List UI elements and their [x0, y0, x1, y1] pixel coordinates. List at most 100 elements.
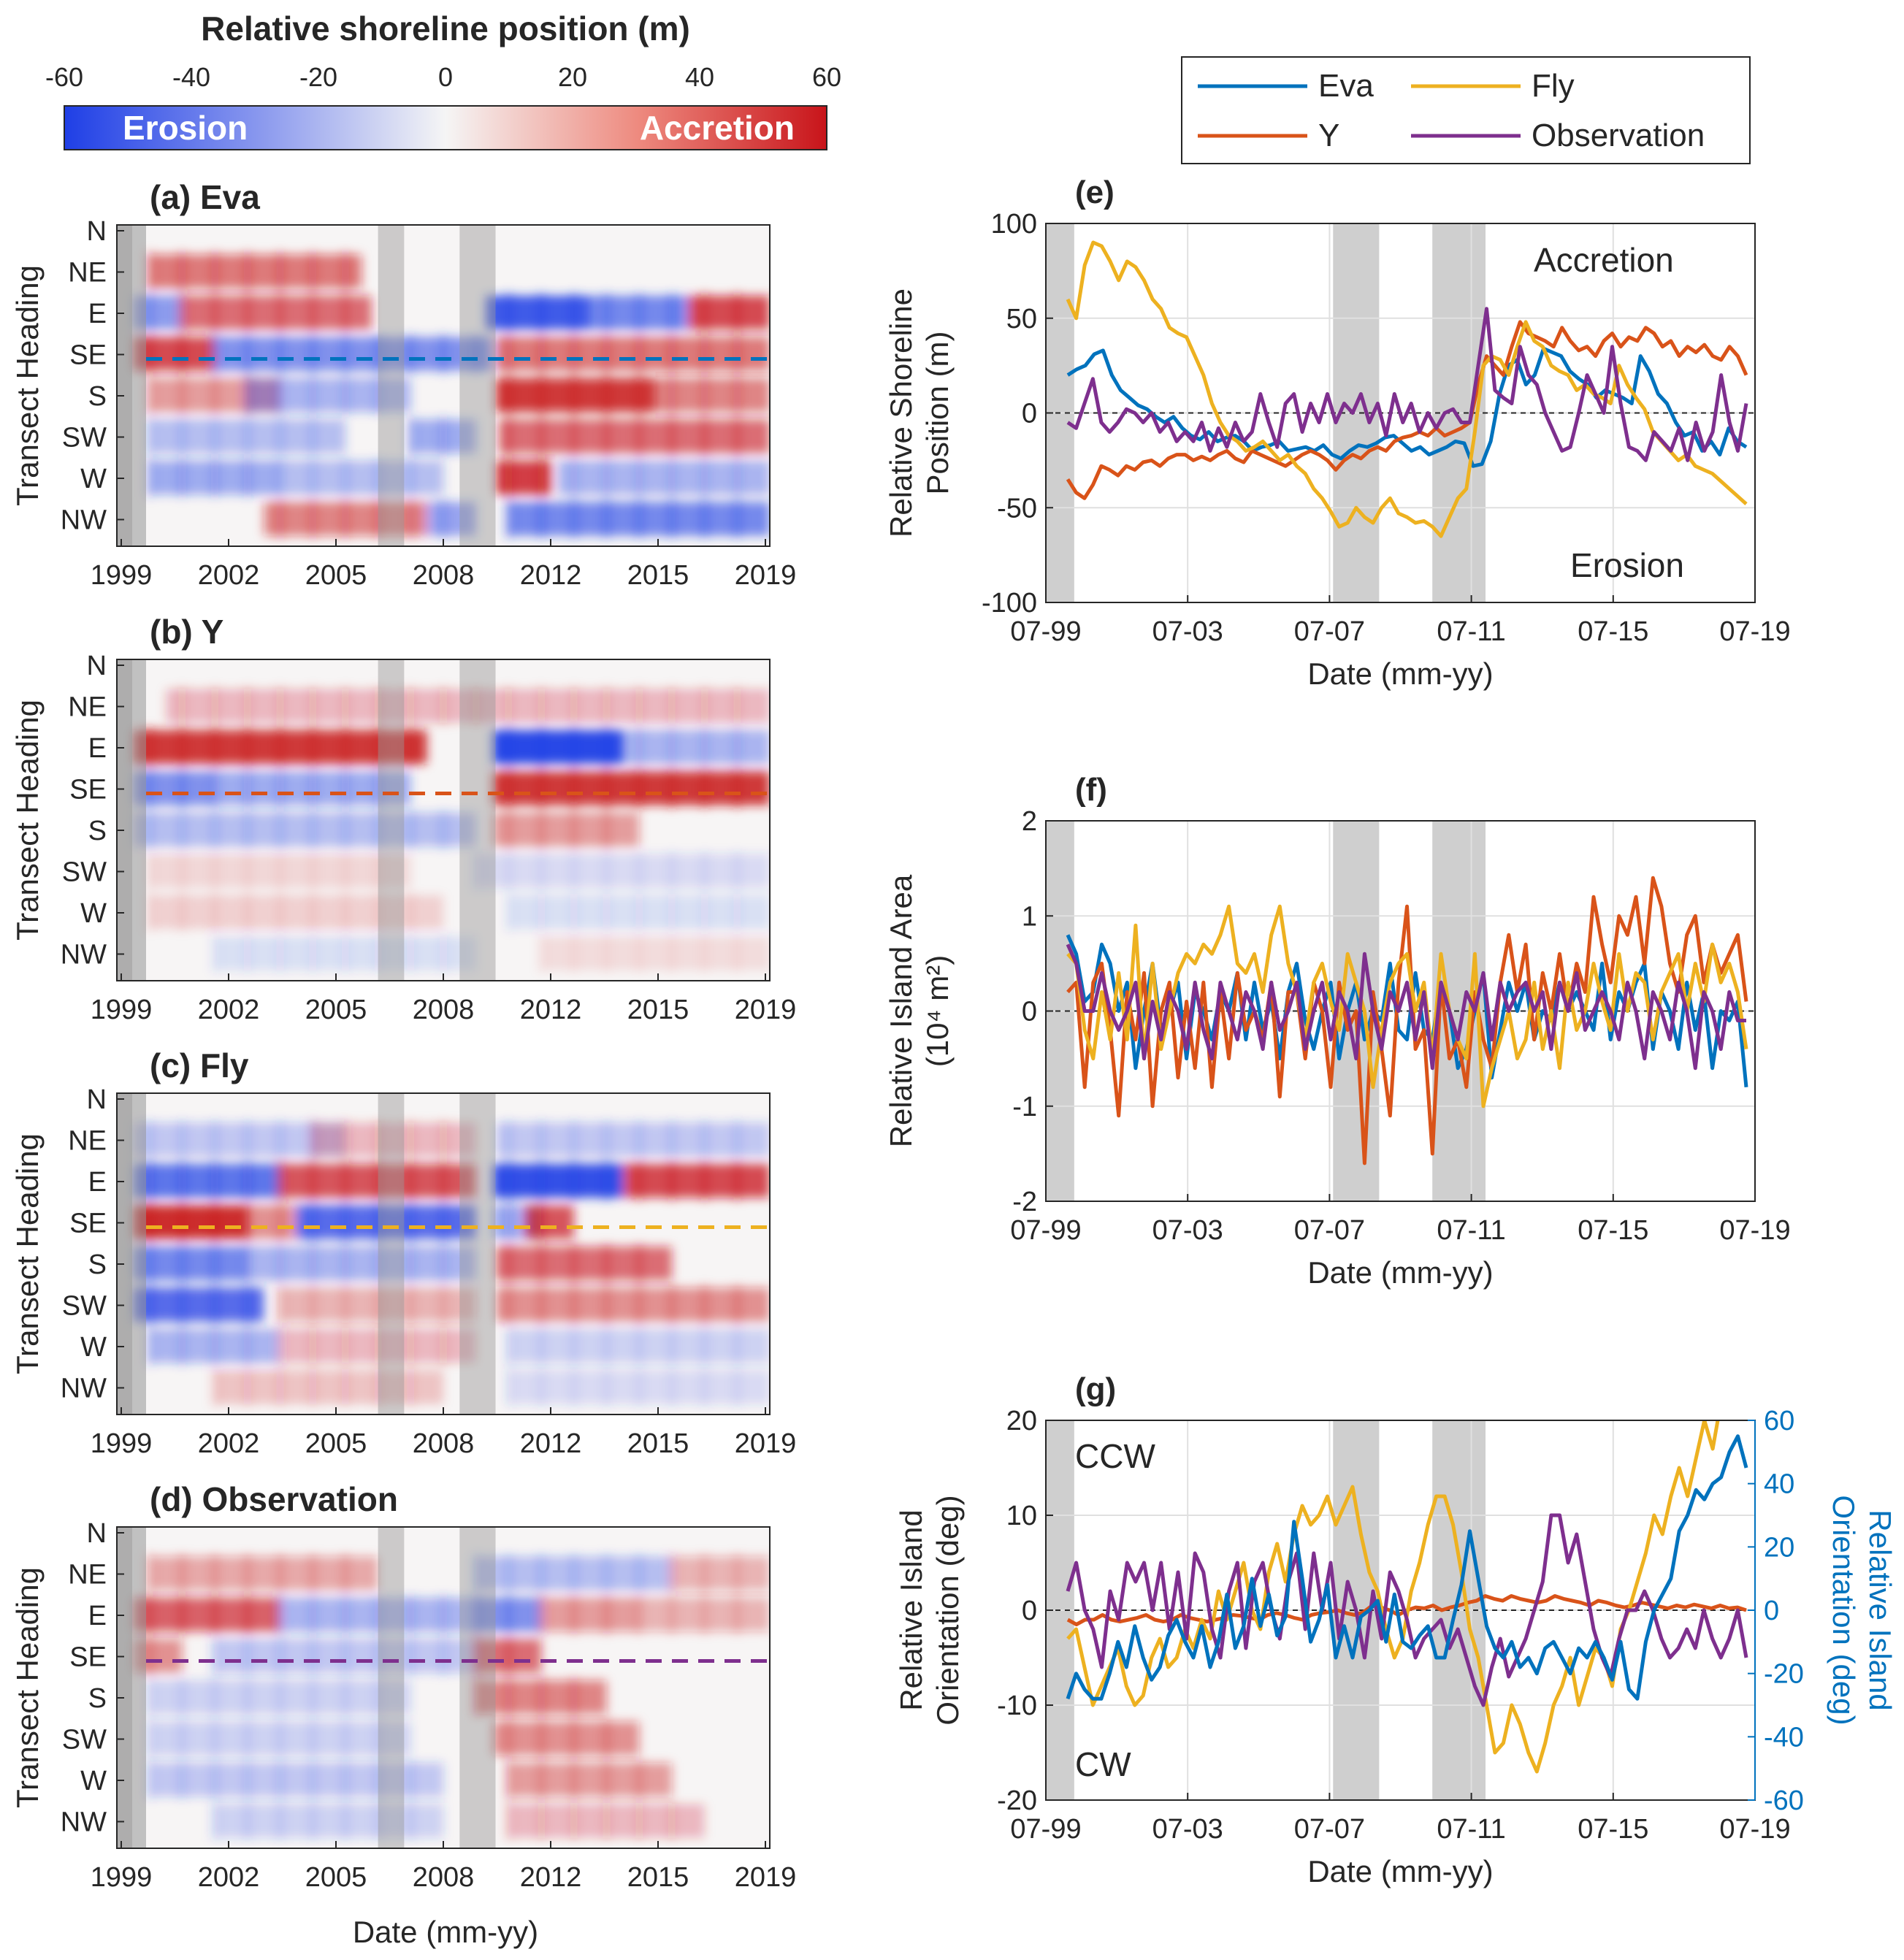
- heatmap-heading-label: SW: [62, 1725, 107, 1756]
- heatmap-cell: [149, 1763, 443, 1796]
- y-tick-label: -50: [997, 493, 1037, 524]
- colorbar: Relative shoreline position (m) -60 -40 -2…: [45, 9, 841, 150]
- heatmap-cell-stripe: [569, 334, 578, 374]
- heatmap-cell-stripe: [439, 810, 448, 849]
- heatmap-cell-stripe: [504, 1595, 513, 1634]
- heatmap-cell-stripe: [242, 1718, 252, 1758]
- heatmap-year-label: 1999: [91, 560, 153, 591]
- heatmap-cell-stripe: [504, 416, 513, 456]
- annotation-accretion: Accretion: [1534, 241, 1674, 279]
- y-axis-label: (10⁴ m²): [920, 955, 955, 1067]
- heatmap-cell-stripe: [602, 416, 611, 456]
- heatmap-cell-stripe: [210, 933, 220, 973]
- heatmap-cell-stripe: [308, 293, 318, 332]
- heatmap-cell-stripe: [145, 1244, 154, 1283]
- heatmap-cell-stripe: [242, 416, 252, 456]
- annotation-cw: CW: [1075, 1745, 1131, 1783]
- heatmap-cell-stripe: [275, 1202, 285, 1242]
- heatmap-cell-stripe: [569, 499, 578, 539]
- heatmap-cell-stripe: [275, 458, 285, 497]
- heatmap-cell: [492, 813, 640, 846]
- heatmap-cell-stripe: [635, 1161, 644, 1201]
- heatmap-cell-stripe: [145, 892, 154, 932]
- y-tick-label: 0: [1022, 997, 1037, 1027]
- y-axis-label: Orientation (deg): [930, 1495, 965, 1725]
- heatmap-cell-stripe: [242, 933, 252, 973]
- x-tick-label: 07-19: [1719, 616, 1790, 647]
- heatmap-cell-stripe: [439, 933, 448, 973]
- heatmap-cell-stripe: [635, 1326, 644, 1366]
- heatmap-cell-stripe: [308, 251, 318, 291]
- heatmap-cell-stripe: [373, 933, 383, 973]
- heatmap-cell-stripe: [145, 1553, 154, 1593]
- heatmap-cell-stripe: [537, 1119, 546, 1160]
- x-tick-label: 07-99: [1010, 1814, 1081, 1845]
- heatmap-cell-stripe: [373, 1367, 383, 1407]
- legend-label-eva: Eva: [1318, 68, 1374, 104]
- heatmap-year-label: 2015: [627, 1862, 689, 1893]
- heatmap-panel-title: (d) Observation: [150, 1480, 398, 1518]
- heatmap-cell-stripe: [733, 375, 742, 415]
- x-axis-label: Date (mm-yy): [1307, 1854, 1493, 1888]
- heatmap-cell-stripe: [504, 1161, 513, 1201]
- heatmap-cell-stripe: [602, 1367, 611, 1407]
- heatmap-cell-stripe: [275, 851, 285, 891]
- heatmap-cell-stripe: [700, 293, 709, 332]
- heatmap-ylabel: Transect Heading: [10, 265, 45, 506]
- heatmap-cell: [133, 1287, 264, 1322]
- heatmap-shaded-period: [117, 225, 146, 546]
- y-right-tick-label: 0: [1764, 1596, 1779, 1626]
- heatmap-cell-stripe: [733, 768, 742, 808]
- heatmap-cell-stripe: [373, 1326, 383, 1366]
- heatmap-year-label: 2015: [627, 1428, 689, 1459]
- heatmap-cell-stripe: [667, 933, 676, 973]
- heatmap-cell-stripe: [210, 375, 220, 415]
- heatmap-cell-stripe: [340, 1760, 350, 1799]
- heatmap-cell-stripe: [537, 1326, 546, 1366]
- heatmap-cell-stripe: [667, 1161, 676, 1201]
- heatmap-cell-stripe: [700, 1119, 709, 1160]
- heatmap-cell: [671, 1556, 770, 1590]
- heatmap-cell-stripe: [635, 375, 644, 415]
- heatmap-cell-stripe: [275, 810, 285, 849]
- heatmap-cell-stripe: [275, 892, 285, 932]
- heatmap-year-label: 1999: [91, 1428, 153, 1459]
- heatmap-cell-stripe: [242, 458, 252, 497]
- heatmap-cell-stripe: [733, 334, 742, 374]
- x-tick-label: 07-99: [1010, 1215, 1081, 1246]
- heatmap-cell-stripe: [504, 458, 513, 497]
- heatmap-cell: [622, 1164, 770, 1198]
- heatmap-cell-stripe: [569, 1718, 578, 1758]
- heatmap-year-label: 2012: [520, 1862, 582, 1893]
- heatmap-cell-stripe: [504, 1553, 513, 1593]
- heatmap-cell-stripe: [569, 1244, 578, 1283]
- heatmap-cell-stripe: [635, 1367, 644, 1407]
- heatmap-cell-stripe: [275, 1244, 285, 1283]
- heatmap-cell-stripe: [145, 416, 154, 456]
- heatmap-panel-y: (b) Y N NE E SE S SW W NW Transect Heading 1999 200…: [10, 613, 796, 1025]
- heatmap-cell-stripe: [275, 251, 285, 291]
- x-tick-label: 07-19: [1719, 1814, 1790, 1845]
- heatmap-cell-stripe: [340, 1801, 350, 1841]
- heatmap-xlabel: Date (mm-yy): [353, 1915, 538, 1949]
- heatmap-cell-stripe: [569, 768, 578, 808]
- heatmap-cell-stripe: [667, 892, 676, 932]
- heatmap-cell-stripe: [635, 458, 644, 497]
- heatmap-cell-stripe: [373, 458, 383, 497]
- heatmap-panel-observation: (d) Observation N NE E SE S SW W NW Transect Head…: [10, 1480, 796, 1949]
- heatmap-cell-stripe: [537, 851, 546, 891]
- heatmap-cell-stripe: [177, 1202, 187, 1242]
- heatmap-cell-stripe: [504, 851, 513, 891]
- heatmap-cell-stripe: [242, 1367, 252, 1407]
- heatmap-cell-stripe: [340, 458, 350, 497]
- y-tick-label: 50: [1006, 304, 1037, 334]
- heatmap-cell-stripe: [373, 892, 383, 932]
- heatmap-panel-fly: (c) Fly N NE E SE S SW W NW Transect Heading 1999 2…: [10, 1046, 796, 1459]
- heatmap-year-label: 2002: [198, 1428, 260, 1459]
- heatmap-cell-stripe: [177, 1677, 187, 1717]
- x-tick-label: 07-99: [1010, 616, 1081, 647]
- heatmap-cell-stripe: [275, 933, 285, 973]
- heatmap-cell-stripe: [275, 375, 285, 415]
- heatmap-cell-stripe: [537, 458, 546, 497]
- heatmap-cell-stripe: [177, 1595, 187, 1634]
